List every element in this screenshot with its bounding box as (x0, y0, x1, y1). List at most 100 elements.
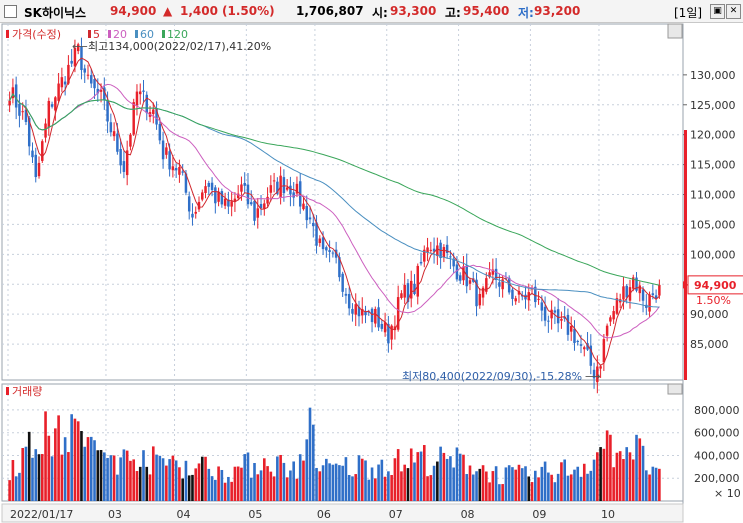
candle-body (579, 344, 583, 346)
volume-bar (589, 470, 593, 501)
candle-body (658, 284, 661, 296)
candle-body (387, 323, 390, 344)
volume-bar (641, 445, 645, 501)
candle-body (507, 277, 511, 293)
volume-bar (112, 455, 116, 501)
candle-body (547, 320, 550, 322)
candle-body (103, 87, 106, 100)
candle-body (566, 314, 570, 335)
candle-body (14, 84, 18, 108)
volume-bar (498, 484, 501, 501)
volume-bar (481, 465, 485, 501)
candle-body (308, 217, 312, 220)
candle-body (625, 285, 628, 298)
volume-bar (279, 454, 282, 501)
candle-body (321, 237, 325, 250)
candle-body (220, 191, 224, 205)
candle-body (648, 294, 651, 312)
date-tick-label: 09 (532, 508, 546, 521)
volume-bar (387, 471, 390, 501)
ma120-line (9, 93, 660, 286)
volume-bar (40, 454, 44, 501)
volume-bar (514, 469, 518, 501)
restore-icon[interactable]: ▣ (710, 4, 725, 19)
candle-body (494, 268, 498, 281)
candle-body (478, 293, 482, 306)
volume-bar (34, 449, 38, 501)
date-tick-label: 2022/01/17 (10, 508, 73, 521)
candle-body (413, 283, 416, 294)
candle-body (233, 198, 237, 202)
volume-bar (393, 458, 397, 501)
candle-body (34, 154, 37, 178)
candle-body (191, 213, 194, 218)
volume-bar (520, 468, 524, 501)
candle-body (615, 298, 619, 314)
volume-bar (338, 465, 341, 501)
volume-bar (99, 449, 103, 501)
volume-bar (533, 470, 537, 501)
candle-body (11, 87, 15, 99)
candle-body (596, 366, 599, 383)
volume-bar (543, 461, 547, 501)
volume-bar (475, 471, 478, 501)
volume-bar (93, 440, 96, 501)
volume-bar (285, 477, 289, 501)
volume-bar (292, 461, 295, 501)
candle-body (553, 310, 557, 313)
volume-bar (138, 466, 142, 501)
panel-scroll-button (667, 23, 683, 39)
candle-body (344, 293, 348, 296)
chart-header: SK하이닉스 94,900 ▲ 1,400 (1.50%) 1,706,807 … (0, 0, 743, 23)
candle-body (135, 91, 139, 106)
volume-bar (262, 458, 266, 501)
volume-bar (494, 466, 498, 501)
candle-body (269, 185, 273, 193)
volume-bar (569, 474, 573, 501)
period-label[interactable]: [1일] (674, 6, 703, 20)
candle-body (419, 261, 423, 264)
candle-body (383, 322, 387, 333)
candle-body (573, 328, 576, 343)
low-arrow-icon: ⟶ (585, 370, 601, 383)
candle-body (246, 184, 250, 205)
volume-bar (622, 459, 625, 501)
volume-bar (223, 482, 227, 501)
volume-bar (318, 471, 322, 501)
candle-body (73, 47, 77, 67)
volume-bar (651, 466, 655, 501)
volume-bar (488, 482, 491, 501)
candle-body (272, 180, 276, 182)
current-pct-label: 1.50% (696, 294, 731, 307)
candle-body (442, 247, 446, 258)
volume-bar (383, 476, 387, 501)
volume-bar (596, 452, 599, 501)
volume-bar (658, 468, 661, 501)
close-icon[interactable]: ✕ (726, 4, 741, 19)
volume-bar (246, 452, 250, 501)
volume-bar (439, 446, 442, 501)
select-checkbox[interactable] (4, 5, 17, 18)
volume-bar (132, 459, 136, 501)
volume-bar (605, 430, 609, 501)
volume-bar (24, 446, 28, 501)
volume-bar (452, 467, 455, 501)
open-value: 93,300 (390, 4, 437, 18)
volume-bar (200, 456, 204, 501)
volume-bar (122, 449, 126, 501)
candle-body (586, 343, 589, 350)
volume-bar (654, 467, 658, 501)
volume-bar (37, 454, 41, 501)
candle-body (517, 290, 521, 295)
volume-bar (145, 466, 149, 501)
legend-ma-label: 20 (113, 28, 127, 41)
candle-body (122, 161, 126, 172)
candle-body (472, 278, 475, 282)
volume-bar (96, 450, 100, 501)
volume-bar (396, 449, 400, 501)
candle-body (357, 306, 361, 317)
volume-bar (54, 428, 57, 501)
candle-body (409, 280, 413, 299)
price-tick-label: 90,000 (690, 308, 729, 321)
legend-ma-label: 120 (167, 28, 188, 41)
